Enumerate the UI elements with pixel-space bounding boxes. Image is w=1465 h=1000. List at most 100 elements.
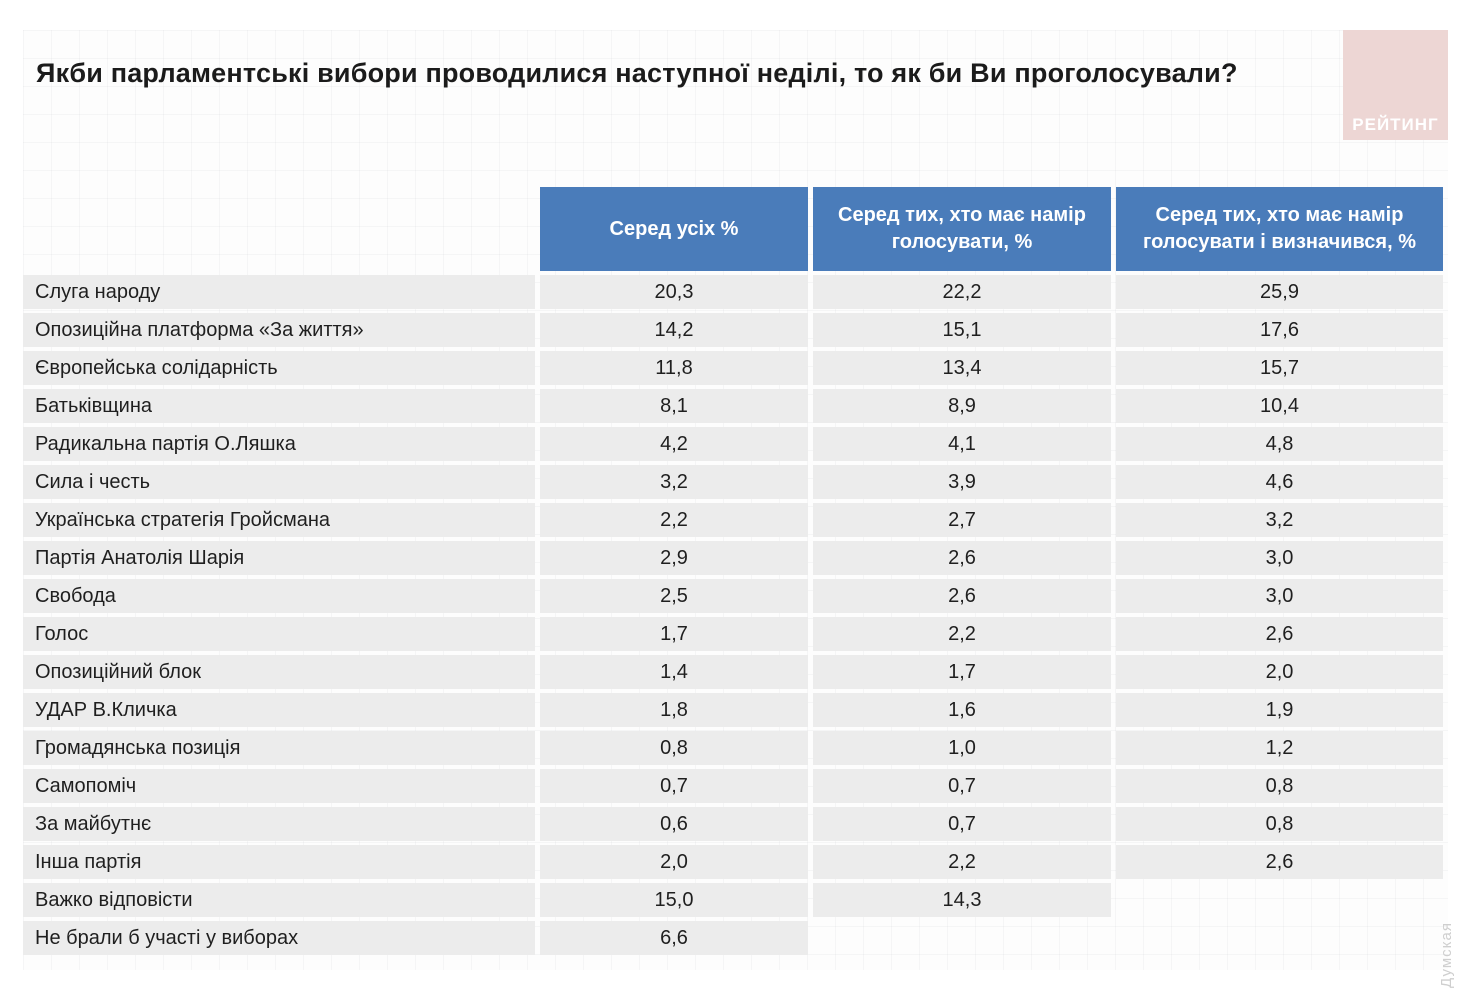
value-cell: 2,6 [1116,845,1443,879]
value-cell: 1,9 [1116,693,1443,727]
value-cell: 1,8 [540,693,808,727]
party-label: За майбутнє [23,807,535,841]
table-row: УДАР В.Кличка 1,8 1,6 1,9 [23,693,1443,727]
table-row: Не брали б участі у виборах 6,6 [23,921,1443,955]
value-cell: 8,1 [540,389,808,423]
value-cell: 4,1 [813,427,1111,461]
party-label: Опозиційний блок [23,655,535,689]
value-cell: 0,7 [540,769,808,803]
value-cell: 17,6 [1116,313,1443,347]
value-cell: 0,6 [540,807,808,841]
value-cell: 3,9 [813,465,1111,499]
table-row: Самопоміч 0,7 0,7 0,8 [23,769,1443,803]
column-header-intend-to-vote: Серед тих, хто має намір голосувати, % [813,187,1111,271]
party-label: Голос [23,617,535,651]
table-row: Партія Анатолія Шарія 2,9 2,6 3,0 [23,541,1443,575]
value-cell: 2,7 [813,503,1111,537]
table-row: За майбутнє 0,6 0,7 0,8 [23,807,1443,841]
value-cell: 4,8 [1116,427,1443,461]
party-label: Радикальна партія О.Ляшка [23,427,535,461]
table-row: Європейська солідарність 11,8 13,4 15,7 [23,351,1443,385]
corner-spacer [23,187,535,271]
party-label: Українська стратегія Гройсмана [23,503,535,537]
value-cell: 0,8 [1116,769,1443,803]
party-label: Батьківщина [23,389,535,423]
value-cell: 3,2 [1116,503,1443,537]
value-cell: 3,0 [1116,541,1443,575]
table-row: Громадянська позиція 0,8 1,0 1,2 [23,731,1443,765]
value-cell: 2,2 [540,503,808,537]
party-label: Не брали б участі у виборах [23,921,535,955]
table-row: Голос 1,7 2,2 2,6 [23,617,1443,651]
value-cell: 14,2 [540,313,808,347]
value-cell: 22,2 [813,275,1111,309]
value-cell: 1,7 [540,617,808,651]
value-cell: 0,7 [813,807,1111,841]
value-cell: 8,9 [813,389,1111,423]
table-body: Слуга народу 20,3 22,2 25,9 Опозиційна платф… [23,275,1443,955]
value-cell: 0,8 [540,731,808,765]
value-cell: 2,6 [813,579,1111,613]
party-label: Інша партія [23,845,535,879]
party-label: Слуга народу [23,275,535,309]
value-cell: 2,0 [1116,655,1443,689]
column-header-all: Серед усіх % [540,187,808,271]
value-cell: 1,7 [813,655,1111,689]
value-cell: 1,0 [813,731,1111,765]
value-cell: 0,8 [1116,807,1443,841]
value-cell: 2,2 [813,845,1111,879]
table-row: Опозиційний блок 1,4 1,7 2,0 [23,655,1443,689]
value-cell: 2,6 [1116,617,1443,651]
value-cell: 11,8 [540,351,808,385]
value-cell: 1,6 [813,693,1111,727]
rating-logo: РЕЙТИНГ [1343,30,1448,140]
page-title: Якби парламентські вибори проводилися на… [36,58,1238,88]
rating-logo-label: РЕЙТИНГ [1352,115,1439,134]
watermark: Думская [1438,922,1455,988]
table-row: Радикальна партія О.Ляшка 4,2 4,1 4,8 [23,427,1443,461]
value-cell: 25,9 [1116,275,1443,309]
value-cell: 1,2 [1116,731,1443,765]
value-cell: 3,2 [540,465,808,499]
party-label: Сила і честь [23,465,535,499]
value-cell: 2,9 [540,541,808,575]
value-cell: 3,0 [1116,579,1443,613]
table-header-row: Серед усіх % Серед тих, хто має намір го… [23,187,1443,271]
poll-table: Серед усіх % Серед тих, хто має намір го… [18,183,1448,959]
value-cell: 15,0 [540,883,808,917]
party-label: Партія Анатолія Шарія [23,541,535,575]
table-row: Українська стратегія Гройсмана 2,2 2,7 3,2 [23,503,1443,537]
table-row: Інша партія 2,0 2,2 2,6 [23,845,1443,879]
value-cell [813,921,1111,955]
value-cell: 20,3 [540,275,808,309]
value-cell: 4,6 [1116,465,1443,499]
value-cell [1116,921,1443,955]
value-cell: 2,5 [540,579,808,613]
party-label: Громадянська позиція [23,731,535,765]
column-header-intend-and-decided: Серед тих, хто має намір голосувати і ви… [1116,187,1443,271]
party-label: Важко відповісти [23,883,535,917]
value-cell [1116,883,1443,917]
party-label: Самопоміч [23,769,535,803]
value-cell: 1,4 [540,655,808,689]
value-cell: 14,3 [813,883,1111,917]
value-cell: 2,0 [540,845,808,879]
party-label: Свобода [23,579,535,613]
value-cell: 15,1 [813,313,1111,347]
value-cell: 2,6 [813,541,1111,575]
value-cell: 15,7 [1116,351,1443,385]
value-cell: 6,6 [540,921,808,955]
party-label: Європейська солідарність [23,351,535,385]
value-cell: 10,4 [1116,389,1443,423]
table-row: Опозиційна платформа «За життя» 14,2 15,1 1… [23,313,1443,347]
value-cell: 0,7 [813,769,1111,803]
party-label: Опозиційна платформа «За життя» [23,313,535,347]
party-label: УДАР В.Кличка [23,693,535,727]
value-cell: 4,2 [540,427,808,461]
table-row: Сила і честь 3,2 3,9 4,6 [23,465,1443,499]
value-cell: 2,2 [813,617,1111,651]
table-row: Свобода 2,5 2,6 3,0 [23,579,1443,613]
table-row: Батьківщина 8,1 8,9 10,4 [23,389,1443,423]
table-row: Важко відповісти 15,0 14,3 [23,883,1443,917]
